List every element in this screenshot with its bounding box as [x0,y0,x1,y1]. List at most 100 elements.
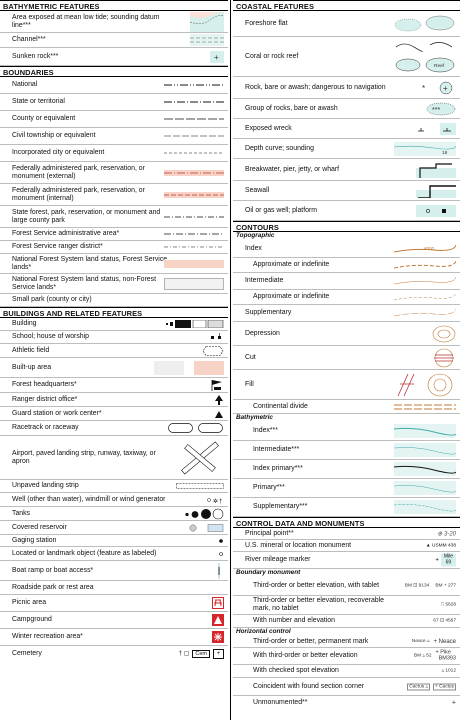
divide-symbol [394,404,456,409]
legend-label: Depression [245,329,280,337]
hc-section-corner-symbol: Cactus ▵ + Cactus [407,683,456,690]
legend-row: Area exposed at mean low tide; sounding … [0,11,228,33]
picnic-icon [212,597,224,609]
gaging-station-icon [219,538,223,543]
legend-row: Continental divide [233,400,460,414]
horizontal-control-subheader: Horizontal control [236,628,291,635]
river-mile-box: Mile 69 [440,553,456,567]
intermediate-contour-symbol [394,276,456,285]
legend-label: Ranger district office* [12,395,78,403]
county-boundary-symbol [164,118,224,120]
legend-row: Index*** [233,422,460,441]
legend-label: Foreshore flat [245,19,288,27]
fill-symbol [397,373,453,396]
legend-label: With checked spot elevation [253,666,339,674]
legend-row: Coincident with found section corner Cac… [233,678,460,696]
tanks-symbol [185,508,224,519]
legend-label: State or territorial [12,97,65,105]
svg-text:***: *** [432,107,440,114]
sunken-rock-symbol: + [210,50,224,63]
hc-elevation-b-value: BM393 [438,655,456,661]
legend-label: Approximate or indefinite [253,292,330,300]
bm-number: 67 [433,618,439,624]
river-mile-label: Mile [443,553,453,560]
legend-row: Building [0,318,228,331]
hc-permanent-symbol: Neace ▵ + Neace [412,639,456,645]
state-boundary-symbol [164,101,224,103]
cemetery-cross-box: + [213,648,224,659]
legend-row: Athletic field [0,344,228,358]
legend-label: Channel*** [12,35,46,43]
legend-label: Area exposed at mean low tide; sounding … [12,13,160,29]
hc-elevation-a-value: 52 [426,653,432,659]
legend-row: Third-order or better, permanent mark Ne… [233,636,460,648]
legend-label: Civil township or equivalent [12,131,96,139]
contours-header: CONTOURS [233,221,460,232]
legend-label: Roadside park or rest area [12,583,94,591]
bm-tablet-b-elevation: 277 [447,583,456,589]
hc-permanent-b-label: Neace [438,638,456,645]
legend-label: Racetrack or raceway [12,423,79,431]
national-boundary-symbol [164,84,224,86]
hc-permanent-a-label: Neace [411,639,426,644]
hc-permanent-a: Neace ▵ [411,639,430,644]
plus-icon: + [435,557,439,563]
cross-icon: † ▢ [178,651,190,657]
rock-group-symbol: *** [426,102,456,115]
legend-row: Federally administered park, reservation… [0,162,228,184]
legend-row: Depression [233,322,460,346]
bm-tablet-b-label: BM [435,583,443,589]
wreck-symbol [418,122,456,135]
legend-label: Athletic field [12,346,50,354]
legend-row: Built-up area [0,358,228,378]
legend-row: Channel*** [0,33,228,48]
legend-label: Small park (county or city) [12,295,92,303]
legend-label: Rock, bare or awash; dangerous to naviga… [245,83,386,91]
legend-row: Covered reservoir [0,521,228,535]
legend-label: Built-up area [12,363,52,371]
legend-label: County or equivalent [12,114,76,122]
legend-row: Roadside park or rest area [0,581,228,595]
reef-symbol: Reef [395,41,455,72]
legend-label: Intermediate*** [253,445,300,453]
legend-row: Seawall [233,181,460,201]
legend-row: County or equivalent [0,111,228,128]
campground-icon [212,614,224,626]
legend-label: Forest headquarters* [12,380,77,388]
legend-label: Coral or rock reef [245,52,299,60]
school-church-symbol [211,333,221,339]
legend-label: Third-order or better elevation, recover… [253,596,384,612]
legend-row: Small park (county or city) [0,294,228,307]
legend-label: Building [12,319,37,327]
topographic-subheader: Topographic [236,232,275,239]
oil-well-symbol [416,204,456,217]
legend-row: Ranger district office* [0,393,228,407]
legend-label: State forest, park, reservation, or monu… [12,208,161,224]
hc-section-corner-b-label: Cactus [439,684,454,689]
legend-label: Seawall [245,186,270,194]
guard-station-icon [215,410,223,418]
snowflake-icon [212,631,224,643]
hc-elevation-b-label: Pike [440,649,451,656]
legend-label: Guard station or work center* [12,409,102,417]
legend-label: Unmonumented** [253,698,308,706]
legend-row: Forest Service ranger district* [0,241,228,254]
legend-row: Airport, paved landing strip, runway, ta… [0,436,228,480]
legend-row: Unmonumented** + [233,696,460,709]
legend-row: With checked spot elevation ▵ 1012 [233,665,460,678]
hc-elevation-b: + Pike BM393 [435,649,457,661]
cemetery-label: Cem [192,649,210,658]
river-marker-symbol: + Mile 69 [435,553,456,567]
legend-row: Primary*** [233,479,460,498]
hc-section-corner-b: + Cactus [432,683,456,690]
legend-label: School; house of worship [12,332,89,340]
legend-label: Oil or gas well; platform [245,206,317,214]
legend-row: Sunken rock*** + [0,48,228,66]
legend-row: Cut [233,346,460,370]
legend-row: School; house of worship [0,331,228,344]
coastal-header: COASTAL FEATURES [233,0,460,11]
svg-text:*: * [422,84,425,93]
fs-ranger-symbol [164,246,224,248]
legend-label: Forest Service ranger district* [12,242,103,250]
fed-park-external-symbol [164,169,224,176]
